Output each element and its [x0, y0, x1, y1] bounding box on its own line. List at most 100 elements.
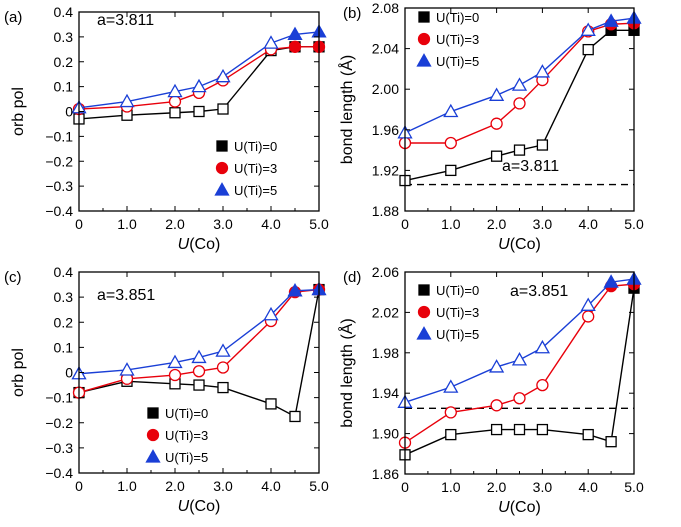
- data-point-s2-3: [511, 352, 528, 366]
- x-tick-label: 3.0: [533, 479, 553, 495]
- data-point-s2-6: [287, 283, 303, 297]
- y-tick-label: 0.2: [54, 314, 74, 330]
- lattice-annotation: a=3.851: [510, 283, 568, 300]
- legend: U(Ti)=0 U(Ti)=3 U(Ti)=5: [214, 139, 277, 198]
- x-tick-label: 2.0: [487, 216, 507, 232]
- data-point-s0-4: [536, 139, 549, 151]
- legend-marker-1: [215, 161, 229, 175]
- data-point-s0-5: [582, 428, 594, 441]
- data-point-s2-2: [488, 359, 505, 373]
- legend-marker-0: [216, 140, 228, 152]
- data-point-s1-3: [513, 392, 526, 405]
- legend-label-2: U(Ti)=5: [436, 327, 479, 342]
- data-point-s1-1: [444, 406, 457, 419]
- x-axis-label: U(Co): [498, 499, 541, 516]
- data-point-s1-2: [168, 368, 182, 382]
- panel-label: (a): [4, 9, 22, 26]
- y-tick-label: 2.06: [372, 264, 399, 280]
- y-tick-label: 0.3: [54, 29, 74, 45]
- data-point-s2-5: [580, 22, 596, 36]
- x-tick-label: 1.0: [441, 479, 461, 495]
- data-point-s0-5: [582, 43, 594, 56]
- legend-label-2: U(Ti)=5: [234, 183, 277, 198]
- y-tick-label: 1.86: [372, 466, 399, 482]
- x-tick-label: 0: [75, 478, 83, 494]
- series-line-1: [404, 283, 635, 444]
- lattice-annotation: a=3.811: [502, 158, 559, 175]
- y-tick-label: −0.1: [45, 128, 73, 144]
- legend-label-1: U(Ti)=3: [234, 161, 277, 176]
- y-tick-label: 0.3: [54, 289, 74, 305]
- x-tick-label: 1.0: [117, 478, 137, 494]
- x-tick-label: 4.0: [261, 478, 281, 494]
- data-point-s1-2: [168, 95, 182, 108]
- x-tick-label: 5.0: [624, 479, 644, 495]
- x-tick-label: 2.0: [165, 478, 185, 494]
- data-point-s0-2: [490, 150, 503, 162]
- x-tick-label: 4.0: [578, 216, 598, 232]
- panel-label: (b): [343, 5, 361, 22]
- x-tick-label: 2.0: [487, 479, 507, 495]
- data-point-s0-3: [193, 379, 205, 391]
- data-point-s0-2: [169, 107, 181, 119]
- data-point-s2-4: [215, 343, 231, 357]
- legend-label-1: U(Ti)=3: [165, 428, 208, 443]
- data-point-s0-6: [605, 436, 617, 448]
- data-point-s1-3: [192, 365, 206, 378]
- lattice-annotation: a=3.811: [97, 12, 154, 29]
- x-tick-label: 5.0: [309, 216, 329, 232]
- data-point-s2-4: [215, 68, 231, 83]
- panel-a: 0 1.0 2.0 3.0 4.0 5.0 −0.4 −0.3 −0.2 −0.1 0 0.1 0.2 0…: [4, 4, 329, 253]
- x-axis-label: U(Co): [178, 498, 221, 515]
- y-tick-label: 0: [65, 104, 73, 120]
- data-point-s0-3: [513, 144, 526, 156]
- data-point-s2-3: [191, 349, 207, 364]
- legend-label-0: U(Ti)=0: [436, 283, 479, 298]
- legend-label-2: U(Ti)=5: [436, 54, 479, 69]
- y-tick-label: 1.94: [372, 385, 399, 401]
- series-line-1: [78, 46, 319, 110]
- data-point-s2-5: [263, 306, 279, 321]
- y-tick-label: −0.4: [45, 465, 73, 481]
- data-point-s0-2: [490, 423, 503, 436]
- data-point-s2-1: [119, 362, 135, 376]
- data-point-s2-3: [511, 77, 528, 91]
- legend: U(Ti)=0 U(Ti)=3 U(Ti)=5: [145, 406, 208, 465]
- y-axis-label: orb pol: [10, 348, 27, 397]
- panel-c: 0 1.0 2.0 3.0 4.0 5.0 −0.4 −0.3 −0.2 −0.1 0 0.1 0.2 0…: [4, 264, 329, 515]
- x-tick-label: 1.0: [441, 216, 461, 232]
- legend-marker-1: [417, 32, 431, 46]
- data-point-s2-5: [263, 35, 279, 49]
- x-tick-label: 1.0: [117, 216, 137, 232]
- data-point-s1-2: [490, 117, 503, 130]
- data-point-s2-5: [580, 297, 596, 311]
- data-point-s2-6: [603, 274, 619, 288]
- y-tick-label: 0.4: [54, 4, 74, 20]
- data-point-s1-6: [288, 40, 302, 53]
- data-point-s0-4: [536, 423, 549, 436]
- legend-marker-2: [416, 53, 432, 67]
- data-point-s1-1: [444, 136, 457, 150]
- y-tick-label: 2.02: [372, 304, 399, 320]
- data-point-s0-4: [217, 381, 229, 394]
- y-tick-label: −0.2: [45, 415, 73, 431]
- x-tick-label: 4.0: [261, 216, 281, 232]
- x-tick-label: 0: [401, 479, 409, 495]
- y-axis-label: bond length (Å): [337, 318, 356, 427]
- y-tick-label: 0: [65, 365, 73, 381]
- y-tick-label: −0.1: [45, 390, 73, 406]
- y-tick-label: 0.1: [54, 79, 74, 95]
- data-point-s2-4: [534, 64, 551, 78]
- data-point-s2-3: [191, 78, 207, 93]
- lattice-annotation: a=3.851: [97, 287, 155, 304]
- x-tick-label: 2.0: [165, 216, 185, 232]
- y-tick-label: 1.92: [372, 162, 399, 178]
- y-tick-label: 1.96: [372, 122, 399, 138]
- x-tick-label: 5.0: [309, 478, 329, 494]
- data-point-s0-5: [265, 398, 277, 410]
- legend: U(Ti)=0 U(Ti)=3 U(Ti)=5: [416, 10, 479, 69]
- y-tick-label: −0.3: [45, 178, 73, 194]
- x-axis-label: U(Co): [498, 236, 541, 253]
- y-tick-label: 2.00: [372, 81, 399, 97]
